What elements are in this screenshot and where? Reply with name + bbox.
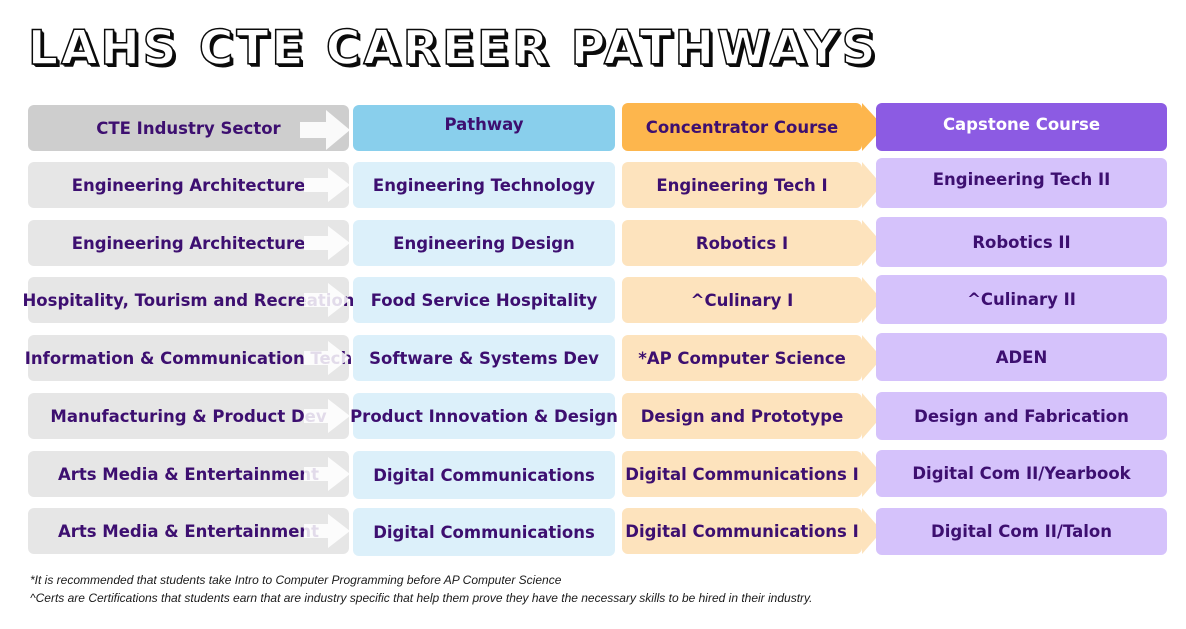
table-row-1-pathway: Engineering Technology [353, 162, 615, 208]
pathway-label: Engineering Technology [372, 175, 596, 195]
table-row-6-sector: Arts Media & Entertainment [28, 451, 349, 497]
table-row-5-capstone: Design and Fabrication [876, 392, 1167, 440]
concentrator-label: *AP Computer Science [638, 348, 846, 368]
table-row-3-capstone: ^Culinary II [876, 275, 1167, 324]
table-row-4-sector: Information & Communication Tech [24, 335, 353, 381]
pathway-label: Digital Communications [373, 465, 595, 485]
table-row-3-concentrator: ^Culinary I [622, 277, 862, 323]
table-row-2-concentrator: Robotics I [622, 220, 862, 266]
page-title: LAHS CTE CAREER PATHWAYS [27, 20, 879, 77]
table-row-7-pathway: Digital Communications [353, 508, 615, 556]
pathway-label: Digital Communications [373, 522, 595, 542]
table-row-3-sector: Hospitality, Tourism and Recreation [22, 277, 355, 323]
table-row-5-pathway: Product Innovation & Design [350, 393, 618, 439]
footnote-ap-computer-science: *It is recommended that students take In… [30, 573, 562, 587]
arrow-icon [304, 283, 350, 317]
table-row-3-pathway: Food Service Hospitality [353, 277, 615, 323]
table-row-1-capstone: Engineering Tech II [876, 158, 1167, 208]
concentrator-label: Digital Communications I [625, 464, 859, 484]
concentrator-label: Robotics I [695, 233, 789, 253]
concentrator-label: Digital Communications I [625, 521, 859, 541]
sector-label: Arts Media & Entertainment [57, 521, 320, 541]
table-row-6-pathway: Digital Communications [353, 451, 615, 499]
sector-label: Manufacturing & Product Dev [50, 406, 327, 426]
pathway-label: Engineering Design [393, 233, 575, 253]
pathway-label: Food Service Hospitality [370, 290, 598, 310]
arrow-icon [304, 399, 350, 433]
capstone-label: Robotics II [972, 232, 1071, 252]
table-row-5-sector: Manufacturing & Product Dev [28, 393, 349, 439]
capstone-label: Design and Fabrication [914, 406, 1129, 426]
capstone-label: ^Culinary II [967, 290, 1076, 309]
table-row-2-sector: Engineering Architecture [28, 220, 349, 266]
table-row-2-capstone: Robotics II [876, 217, 1167, 267]
arrow-icon [304, 341, 350, 375]
arrow-icon [304, 514, 350, 548]
table-row-6-capstone: Digital Com II/Yearbook [876, 450, 1167, 497]
table-row-2-pathway: Engineering Design [353, 220, 615, 266]
table-row-5-concentrator: Design and Prototype [622, 393, 862, 439]
header-cte-industry-sector: CTE Industry Sector [28, 105, 349, 151]
header-pathway: Pathway [353, 105, 615, 151]
header-label: Pathway [444, 115, 524, 134]
sector-label: Arts Media & Entertainment [57, 464, 320, 484]
arrow-icon [304, 457, 350, 491]
table-row-4-pathway: Software & Systems Dev [353, 335, 615, 381]
arrow-icon [304, 168, 350, 202]
table-row-6-concentrator: Digital Communications I [622, 451, 862, 497]
pathway-label: Software & Systems Dev [369, 348, 599, 368]
table-row-4-concentrator: *AP Computer Science [622, 335, 862, 381]
concentrator-label: Design and Prototype [640, 406, 844, 426]
sector-label: Hospitality, Tourism and Recreation [22, 290, 355, 310]
table-row-1-concentrator: Engineering Tech I [622, 162, 862, 208]
table-row-4-capstone: ADEN [876, 333, 1167, 381]
concentrator-label: Engineering Tech I [656, 175, 828, 195]
capstone-label: Digital Com II/Talon [931, 522, 1112, 541]
capstone-label: ADEN [995, 347, 1048, 367]
arrow-icon [300, 110, 350, 150]
sector-label: Engineering Architecture [71, 233, 306, 253]
concentrator-label: ^Culinary I [690, 290, 794, 310]
table-row-7-concentrator: Digital Communications I [622, 508, 862, 554]
table-row-1-sector: Engineering Architecture [28, 162, 349, 208]
capstone-label: Engineering Tech II [932, 170, 1111, 189]
header-label: Concentrator Course [645, 117, 839, 137]
header-capstone-course: Capstone Course [876, 103, 1167, 151]
capstone-label: Digital Com II/Yearbook [912, 464, 1131, 483]
table-row-7-sector: Arts Media & Entertainment [28, 508, 349, 554]
sector-label: Engineering Architecture [71, 175, 306, 195]
header-label: Capstone Course [942, 115, 1101, 134]
header-concentrator-course: Concentrator Course [622, 103, 862, 151]
table-row-7-capstone: Digital Com II/Talon [876, 508, 1167, 555]
pathway-label: Product Innovation & Design [350, 406, 618, 426]
footnote-certifications: ^Certs are Certifications that students … [30, 591, 813, 605]
arrow-icon [304, 226, 350, 260]
header-label: CTE Industry Sector [96, 118, 281, 138]
sector-label: Information & Communication Tech [24, 348, 353, 368]
